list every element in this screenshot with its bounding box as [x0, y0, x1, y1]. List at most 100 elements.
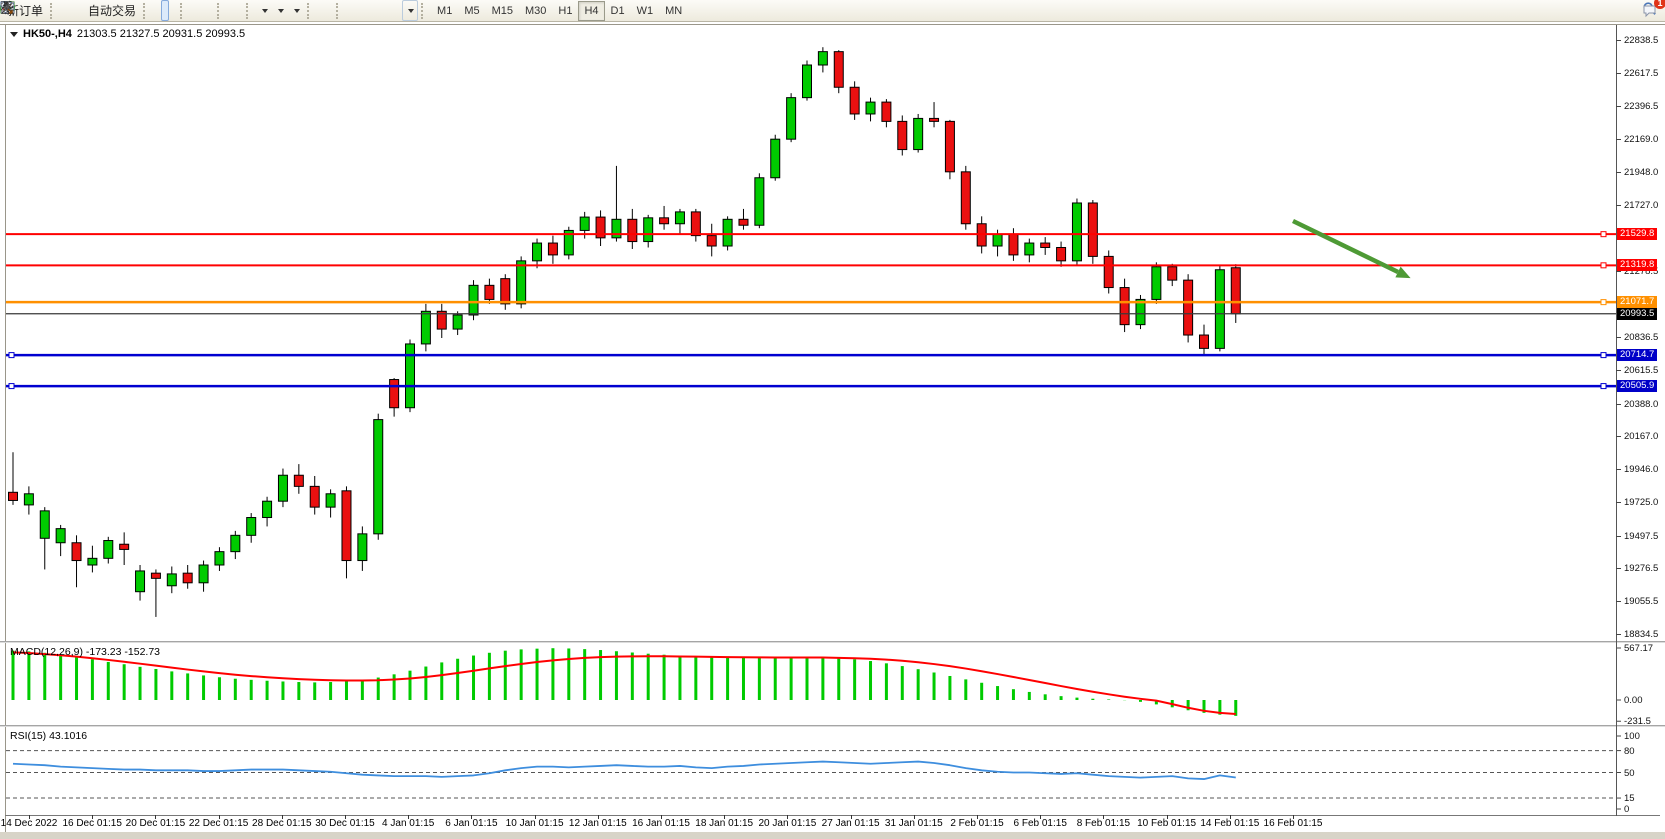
price-axis-label: 22396.5 — [1624, 100, 1659, 112]
notifications-button[interactable]: 1 — [1642, 0, 1665, 18]
macd-pane-separator[interactable] — [0, 641, 1665, 643]
charts-button[interactable] — [1, 0, 68, 21]
market-watch-button[interactable] — [1, 0, 76, 21]
rsi-line — [12, 760, 1236, 780]
timeframe-button-d1[interactable]: D1 — [610, 4, 625, 17]
price-line-label: 20714.7 — [1617, 349, 1658, 362]
time-axis-label: 14 Feb 01:15 — [1200, 818, 1260, 829]
price-axis-tick — [1616, 436, 1621, 438]
tile-windows-button[interactable] — [0, 0, 214, 21]
time-axis-label: 6 Jan 01:15 — [445, 818, 498, 829]
rsi-pane-separator[interactable] — [0, 725, 1665, 727]
price-axis-label: 19725.0 — [1624, 496, 1659, 508]
timeframe-button-mn[interactable]: MN — [665, 4, 683, 17]
time-axis-tick — [471, 815, 473, 819]
timeframe-button-w1[interactable]: W1 — [636, 4, 654, 17]
candle-body — [1008, 233, 1019, 256]
candle-body — [309, 485, 320, 508]
time-axis-tick — [218, 815, 220, 819]
time-axis-tick — [1103, 815, 1105, 819]
time-axis-label: 6 Feb 01:15 — [1013, 818, 1067, 829]
horizontal-line-button[interactable] — [1, 0, 362, 21]
candle-body — [436, 310, 447, 330]
candle-body — [627, 218, 638, 243]
text-label-icon: T — [1, 2, 14, 14]
time-axis-label: 20 Jan 01:15 — [758, 818, 817, 829]
candle-body — [1056, 246, 1067, 262]
arrows-objects-button[interactable] — [2, 0, 419, 21]
rsi-label: RSI(15) 43.1016 — [10, 730, 88, 742]
timeframe-button-m15[interactable]: M15 — [491, 4, 513, 17]
periods-button[interactable] — [1, 0, 288, 21]
main-toolbar: 新订单 自动交易 — [0, 0, 1665, 22]
crosshair-button[interactable] — [1, 0, 333, 21]
line-chart-button[interactable] — [1, 0, 177, 21]
indicators-button[interactable] — [1, 0, 272, 21]
annotation-arrow-line[interactable] — [1292, 218, 1399, 275]
equidistant-channel-button[interactable]: E — [0, 0, 378, 21]
time-axis-tick — [1166, 815, 1168, 819]
signals-button[interactable] — [0, 0, 84, 21]
arrows-caret-icon — [408, 8, 415, 13]
timeframe-group: M1 M5 M15 M30 H1 H4 D1 W1 MN — [431, 0, 688, 21]
indicators-caret-icon — [262, 8, 269, 13]
timeframe-button-m1[interactable]: M1 — [437, 4, 453, 17]
candle-body — [357, 533, 368, 562]
candle-body — [484, 284, 495, 300]
window-top-edge — [0, 24, 1665, 25]
time-axis-label: 10 Feb 01:15 — [1137, 818, 1197, 829]
time-axis-tick — [787, 815, 789, 819]
candle-body — [452, 314, 463, 330]
annotation-arrow-head[interactable] — [1395, 266, 1411, 279]
candlestick-chart-button[interactable] — [1, 0, 170, 21]
cursor-button[interactable] — [3, 0, 325, 21]
auto-trading-label: 自动交易 — [88, 4, 137, 18]
rsi-scale-label: 50 — [1624, 767, 1635, 779]
timeframe-button-m30[interactable]: M30 — [525, 4, 547, 17]
timeframe-button-m5[interactable]: M5 — [464, 4, 480, 17]
price-axis-label: 19055.5 — [1624, 596, 1659, 608]
new-order-label: 新订单 — [7, 4, 44, 18]
time-axis-tick — [1229, 815, 1231, 819]
auto-scroll-button[interactable] — [1, 0, 243, 21]
price-axis-label: 21948.0 — [1624, 167, 1659, 179]
candle-body — [39, 510, 50, 539]
chart-shift-button[interactable] — [1, 0, 235, 21]
candle-body — [960, 171, 971, 225]
candle-body — [71, 542, 82, 562]
candle-body — [420, 310, 431, 345]
price-axis-label: 19276.5 — [1624, 563, 1659, 575]
candle-body — [277, 474, 288, 502]
text-button[interactable]: A — [3, 0, 394, 21]
price-axis-label: 20615.5 — [1624, 364, 1659, 376]
hline-handle — [8, 352, 15, 359]
templates-button[interactable] — [1, 0, 304, 21]
time-axis-label: 20 Dec 01:15 — [125, 818, 186, 829]
vertical-line-button[interactable] — [6, 0, 354, 21]
bar-chart-button[interactable] — [1, 0, 161, 21]
timeframe-button-h4[interactable]: H4 — [578, 0, 605, 21]
candle-body — [659, 217, 670, 225]
auto-trading-button[interactable]: 自动交易 — [1, 0, 140, 21]
timeframe-button-h1[interactable]: H1 — [558, 4, 573, 17]
toolbar-gripper — [143, 2, 150, 19]
candle-body — [881, 101, 892, 122]
price-axis-tick — [1616, 337, 1621, 339]
time-axis-label: 10 Jan 01:15 — [505, 818, 564, 829]
candle-body — [802, 64, 812, 99]
macd-signal-line — [12, 651, 1236, 716]
candle-body — [865, 101, 876, 115]
price-axis-label: 22617.5 — [1624, 67, 1659, 79]
price-axis-label: 21727.0 — [1624, 199, 1659, 211]
trendline-button[interactable] — [1, 0, 370, 21]
fibonacci-button[interactable]: F — [1, 0, 386, 21]
collapse-chart-icon[interactable] — [10, 31, 18, 37]
zoom-in-button[interactable] — [1, 0, 198, 21]
text-label-button[interactable]: T — [1, 0, 402, 21]
rsi-scale-label: 100 — [1624, 731, 1640, 742]
toolbar-gripper — [217, 2, 224, 19]
svg-text:A: A — [3, 1, 11, 15]
candle-body — [770, 138, 781, 179]
time-axis-tick — [850, 815, 852, 819]
zoom-out-button[interactable] — [1, 0, 206, 21]
